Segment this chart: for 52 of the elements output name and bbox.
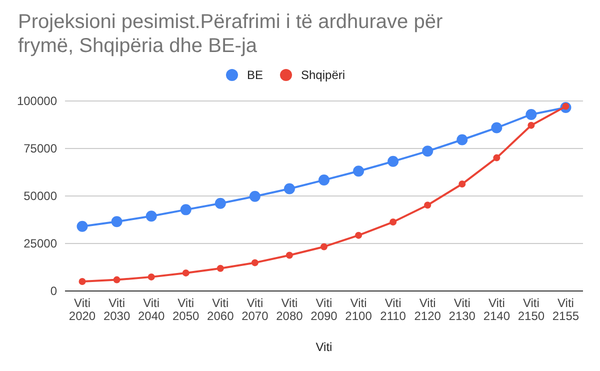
point [78, 278, 86, 285]
y-tick-label: 25000 [24, 236, 58, 250]
point [284, 183, 295, 194]
y-tick-label: 50000 [24, 189, 58, 203]
point [456, 134, 468, 146]
x-tick-label: Viti 2130 [448, 296, 476, 323]
point [390, 218, 397, 226]
chart-title: Projeksioni pesimist.Përafrimi i të ardhurave për frymë, Shqipëria dhe BE-ja [18, 11, 443, 57]
point [493, 154, 500, 162]
point [249, 190, 260, 202]
point [251, 259, 258, 266]
point [353, 166, 364, 177]
x-tick-label: Viti 2050 [172, 296, 200, 323]
x-tick-label: Viti 2060 [207, 296, 234, 323]
point [355, 232, 362, 239]
x-tick-label: Viti 2120 [414, 296, 442, 323]
x-tick-label: Viti 2150 [518, 296, 545, 323]
point [528, 122, 535, 129]
point [286, 252, 293, 259]
point [180, 204, 192, 216]
point [216, 264, 224, 272]
point [76, 220, 88, 232]
point [214, 198, 226, 209]
x-axis-title: Viti [316, 340, 332, 354]
y-tick-label: 100000 [16, 94, 58, 108]
x-tick-label: Viti 2110 [380, 296, 406, 323]
point [388, 156, 399, 167]
legend-label: BE [247, 68, 264, 82]
x-tick-label: Viti 2030 [103, 296, 130, 323]
x-tick-label: Viti 2140 [483, 296, 510, 323]
point [458, 180, 466, 188]
x-tick-label: Viti 2090 [310, 296, 338, 323]
x-tick-label: Viti 2080 [276, 296, 304, 323]
x-tick-label: Viti 2155 [552, 296, 580, 323]
point [113, 276, 120, 284]
point [526, 108, 537, 120]
point [424, 202, 432, 209]
point [320, 243, 328, 250]
y-tick-label: 0 [50, 284, 58, 298]
point [146, 210, 157, 222]
x-tick-label: Viti 2070 [242, 296, 269, 323]
x-tick-label: Viti 2100 [345, 296, 372, 323]
point [182, 269, 190, 276]
x-tick-label: Viti 2040 [138, 296, 166, 323]
x-tick-label: Viti 2020 [68, 296, 96, 323]
point [148, 273, 155, 280]
y-tick-label: 75000 [24, 142, 58, 156]
point [491, 122, 502, 134]
point [318, 174, 330, 186]
point [422, 146, 434, 157]
legend-label: Shqipëri [301, 68, 346, 82]
point [111, 216, 122, 228]
